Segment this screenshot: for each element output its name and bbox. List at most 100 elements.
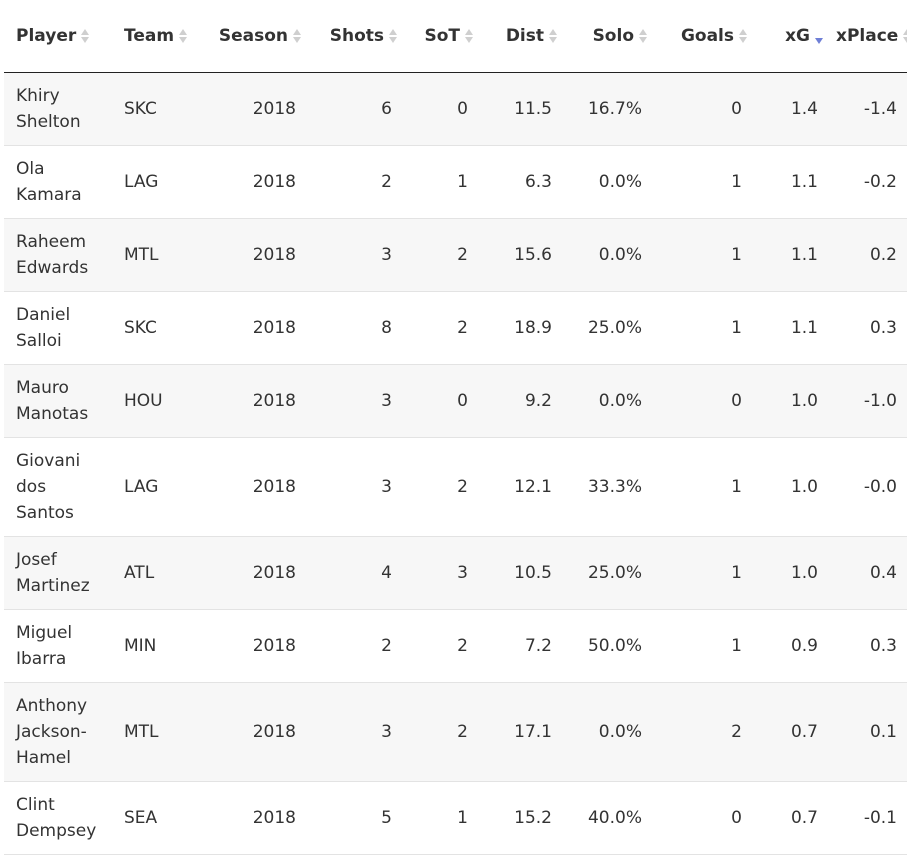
cell-sot: 2: [402, 609, 478, 683]
cell-solo: 25.0%: [562, 291, 652, 365]
cell-dist: 6.3: [478, 145, 562, 219]
cell-dist: 12.1: [478, 437, 562, 537]
cell-shots: 5: [306, 781, 402, 855]
cell-player: Clint Dempsey: [4, 781, 112, 855]
cell-sot: 3: [402, 536, 478, 610]
cell-season: 2018: [202, 364, 306, 438]
column-header-sot[interactable]: SoT: [402, 0, 478, 73]
cell-goals: 0: [652, 364, 752, 438]
cell-xg: 1.1: [752, 145, 828, 219]
cell-sot: 1: [402, 145, 478, 219]
cell-sot: 1: [402, 781, 478, 855]
column-header-label: Team: [124, 25, 175, 46]
cell-xg: 1.0: [752, 536, 828, 610]
cell-xg: 1.1: [752, 291, 828, 365]
table-row: Josef Martinez ATL 2018 4 3 10.5 25.0% 1…: [4, 536, 907, 610]
table-row: Raheem Edwards MTL 2018 3 2 15.6 0.0% 1 …: [4, 218, 907, 292]
cell-player: Josef Martinez: [4, 536, 112, 610]
column-header-xplace[interactable]: xPlace: [828, 0, 907, 73]
column-header-label: Solo: [592, 25, 634, 46]
cell-goals: 2: [652, 682, 752, 782]
table-header: Player Team Season Shots SoT Dist: [4, 0, 907, 73]
cell-dist: 11.5: [478, 72, 562, 146]
cell-sot: 0: [402, 72, 478, 146]
cell-team: SKC: [112, 72, 202, 146]
cell-dist: 15.2: [478, 781, 562, 855]
cell-xg: 1.0: [752, 364, 828, 438]
cell-player: Anthony Jackson-Hamel: [4, 682, 112, 782]
cell-goals: 0: [652, 72, 752, 146]
cell-shots: 3: [306, 437, 402, 537]
column-header-label: Goals: [680, 25, 734, 46]
sort-icon: [465, 27, 474, 45]
shots-table: Player Team Season Shots SoT Dist: [4, 0, 907, 855]
cell-team: MTL: [112, 682, 202, 782]
table-row: Daniel Salloi SKC 2018 8 2 18.9 25.0% 1 …: [4, 291, 907, 365]
cell-goals: 0: [652, 781, 752, 855]
cell-team: LAG: [112, 145, 202, 219]
cell-sot: 0: [402, 364, 478, 438]
header-row: Player Team Season Shots SoT Dist: [4, 0, 907, 73]
cell-xplace: 0.1: [828, 682, 907, 782]
column-header-goals[interactable]: Goals: [652, 0, 752, 73]
column-header-label: xPlace: [836, 25, 899, 46]
cell-season: 2018: [202, 536, 306, 610]
cell-season: 2018: [202, 218, 306, 292]
cell-player: Ola Kamara: [4, 145, 112, 219]
column-header-team[interactable]: Team: [112, 0, 202, 73]
cell-season: 2018: [202, 291, 306, 365]
column-header-player[interactable]: Player: [4, 0, 112, 73]
sort-icon: [739, 27, 748, 45]
cell-shots: 8: [306, 291, 402, 365]
cell-xg: 1.4: [752, 72, 828, 146]
cell-player: Miguel Ibarra: [4, 609, 112, 683]
cell-team: LAG: [112, 437, 202, 537]
cell-season: 2018: [202, 781, 306, 855]
cell-solo: 40.0%: [562, 781, 652, 855]
cell-xplace: 0.3: [828, 291, 907, 365]
cell-solo: 0.0%: [562, 364, 652, 438]
cell-shots: 3: [306, 682, 402, 782]
cell-dist: 9.2: [478, 364, 562, 438]
cell-solo: 0.0%: [562, 682, 652, 782]
column-header-solo[interactable]: Solo: [562, 0, 652, 73]
cell-xplace: -1.4: [828, 72, 907, 146]
sort-icon: [549, 27, 558, 45]
table-row: Anthony Jackson-Hamel MTL 2018 3 2 17.1 …: [4, 682, 907, 782]
cell-sot: 2: [402, 218, 478, 292]
column-header-xg[interactable]: xG: [752, 0, 828, 73]
cell-season: 2018: [202, 437, 306, 537]
cell-xplace: -0.0: [828, 437, 907, 537]
cell-xg: 0.7: [752, 781, 828, 855]
cell-season: 2018: [202, 609, 306, 683]
cell-dist: 17.1: [478, 682, 562, 782]
cell-solo: 0.0%: [562, 145, 652, 219]
cell-xplace: -1.0: [828, 364, 907, 438]
cell-team: MTL: [112, 218, 202, 292]
cell-dist: 10.5: [478, 536, 562, 610]
column-header-season[interactable]: Season: [202, 0, 306, 73]
cell-team: HOU: [112, 364, 202, 438]
cell-xplace: 0.2: [828, 218, 907, 292]
column-header-label: Player: [16, 25, 77, 46]
cell-xplace: 0.4: [828, 536, 907, 610]
column-header-label: Dist: [505, 25, 544, 46]
cell-xg: 1.1: [752, 218, 828, 292]
sort-icon: [293, 27, 302, 45]
table-row: Clint Dempsey SEA 2018 5 1 15.2 40.0% 0 …: [4, 781, 907, 855]
cell-sot: 2: [402, 682, 478, 782]
cell-sot: 2: [402, 291, 478, 365]
column-header-label: SoT: [424, 25, 460, 46]
column-header-label: xG: [785, 25, 810, 46]
column-header-shots[interactable]: Shots: [306, 0, 402, 73]
table-row: Khiry Shelton SKC 2018 6 0 11.5 16.7% 0 …: [4, 72, 907, 146]
cell-team: SKC: [112, 291, 202, 365]
cell-xg: 1.0: [752, 437, 828, 537]
cell-team: ATL: [112, 536, 202, 610]
sort-icon: [903, 27, 907, 45]
table-row: Giovani dos Santos LAG 2018 3 2 12.1 33.…: [4, 437, 907, 537]
column-header-dist[interactable]: Dist: [478, 0, 562, 73]
table-row: Mauro Manotas HOU 2018 3 0 9.2 0.0% 0 1.…: [4, 364, 907, 438]
cell-player: Mauro Manotas: [4, 364, 112, 438]
column-header-label: Season: [218, 25, 288, 46]
